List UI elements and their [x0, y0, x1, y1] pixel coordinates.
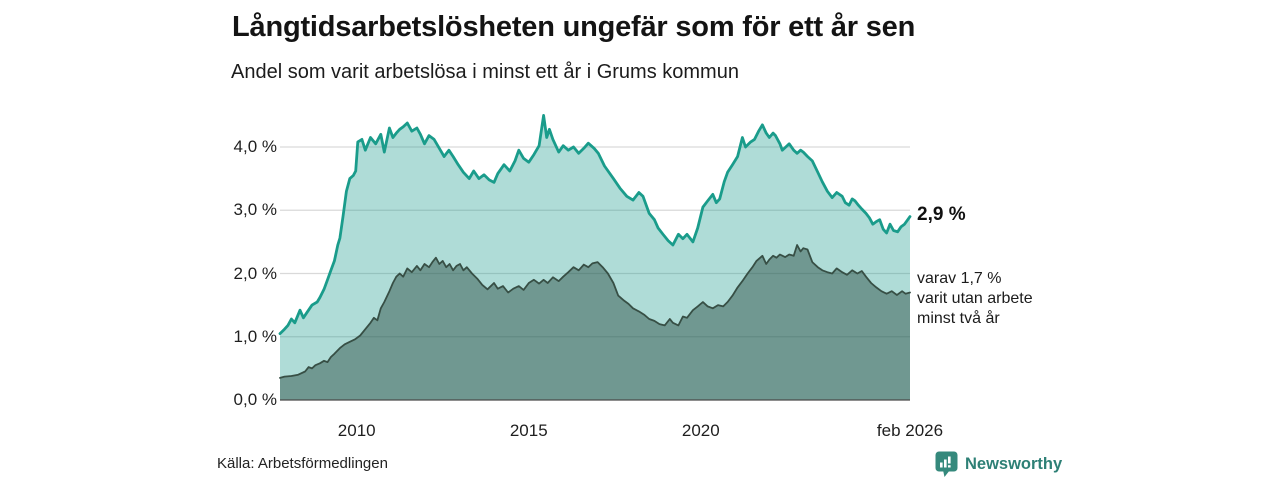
end-note-line: varit utan arbete	[917, 290, 1033, 307]
series-line	[278, 114, 912, 335]
end-note-label: varav 1,7 % varit utan arbete minst två …	[917, 269, 1033, 329]
series-area	[280, 115, 910, 401]
series-line	[279, 244, 911, 379]
series-area	[280, 245, 910, 400]
end-note-line: varav 1,7 %	[917, 270, 1002, 287]
chart-subtitle: Andel som varit arbetslösa i minst ett å…	[231, 61, 739, 83]
brand-logo: Newsworthy	[935, 451, 1062, 478]
brand-name: Newsworthy	[965, 455, 1063, 473]
page-title: Långtidsarbetslösheten ungefär som för e…	[232, 11, 916, 43]
y-tick-label: 3,0 %	[233, 200, 277, 220]
y-tick-label: 2,0 %	[233, 263, 277, 283]
y-tick-label: 1,0 %	[233, 326, 277, 346]
x-tick-label: 2015	[509, 421, 548, 440]
y-tick-label: 0,0 %	[233, 390, 277, 409]
x-tick-label: 2010	[337, 421, 376, 440]
source-note: Källa: Arbetsförmedlingen	[217, 455, 388, 472]
x-tick-label: feb 2026	[876, 421, 944, 440]
newsworthy-icon	[935, 451, 958, 477]
end-value-label: 2,9 %	[917, 204, 966, 225]
end-note-line: minst två år	[917, 310, 1000, 327]
y-tick-label: 4,0 %	[233, 137, 277, 156]
x-tick-label: 2020	[681, 421, 720, 440]
